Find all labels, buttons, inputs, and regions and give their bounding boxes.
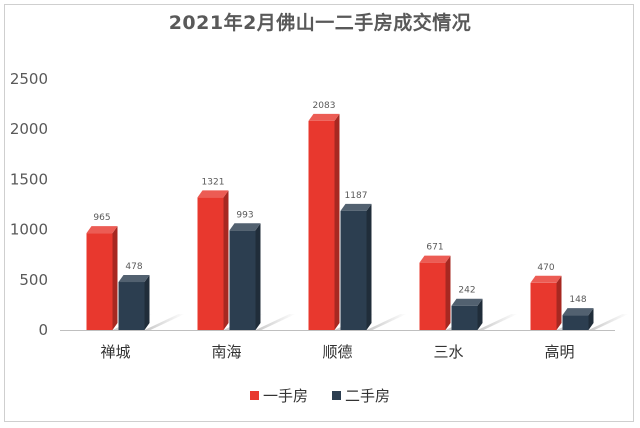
bar-shadow [366,314,407,330]
data-label: 965 [93,213,110,223]
legend: 一手房 二手房 [250,387,390,405]
bar [229,230,256,330]
bar-side [588,308,594,330]
bar-side [445,255,451,330]
bar-top [340,203,372,211]
bar [308,120,335,331]
y-tick-label: 2000 [10,120,48,138]
bar [197,197,224,330]
bar-top [197,190,229,198]
bar-top [530,275,562,283]
data-labels: 965 478 1321 993 2083 1187 671 242 470 148 [93,101,586,305]
data-label: 1187 [345,191,368,201]
bar [118,282,145,330]
chart-title: 2021年2月佛山一二手房成交情况 [168,12,472,34]
bar [530,282,557,330]
data-label: 478 [125,262,142,272]
y-tick-label: 2500 [10,70,48,88]
bars [86,113,629,331]
data-label: 1321 [202,177,225,187]
bar-shadow [477,314,518,330]
legend-label: 二手房 [345,387,390,405]
bar-side [556,275,562,330]
bar-side [255,223,261,330]
bar-side [112,226,118,330]
bar [451,305,478,330]
bar-side [144,275,150,330]
bar-top [451,298,483,306]
category-label: 高明 [544,343,574,361]
legend-swatch [250,391,259,400]
category-label: 三水 [433,343,463,361]
bar-side [334,113,340,331]
y-tick-label: 500 [19,271,48,289]
y-tick-label: 1000 [10,221,48,239]
bar-top [229,223,261,231]
bar-shadow [588,314,629,330]
bar-top [562,308,594,316]
bar [419,262,446,330]
bar-side [366,203,372,330]
data-label: 470 [537,263,554,273]
bar-top [308,113,340,121]
category-label: 禅城 [100,343,130,361]
category-labels: 禅城 南海 顺德 三水 高明 [100,343,574,361]
data-label: 993 [236,210,253,220]
bar [340,210,367,330]
bar [86,233,113,330]
bar-side [477,298,483,330]
category-label: 南海 [211,343,241,361]
category-label: 顺德 [322,343,352,361]
y-tick-label: 0 [38,321,48,339]
legend-label: 一手房 [263,387,308,405]
data-label: 2083 [313,101,336,111]
bar-top [419,255,451,263]
bar-shadow [144,314,185,330]
legend-swatch [332,391,341,400]
bar [562,315,589,330]
y-axis: 0 500 1000 1500 2000 2500 [10,70,48,339]
data-label: 671 [426,243,443,253]
bar-shadow [255,314,296,330]
bar-side [223,190,229,330]
data-label: 148 [569,295,586,305]
bar-top [86,226,118,234]
y-tick-label: 1500 [10,170,48,188]
bar-top [118,275,150,283]
data-label: 242 [458,286,475,296]
